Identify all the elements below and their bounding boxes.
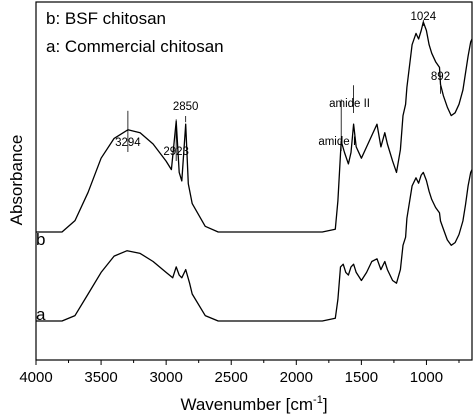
series-line-b bbox=[36, 21, 473, 233]
legend: b: BSF chitosan a: Commercial chitosan bbox=[46, 9, 224, 56]
x-axis-title-main: Wavenumber bbox=[180, 395, 281, 414]
x-tick-label-4000: 4000 bbox=[19, 369, 52, 386]
y-axis-title: Absorbance bbox=[7, 135, 26, 226]
annotation-label-892: 892 bbox=[431, 71, 450, 83]
annotation-label-amide-II: amide II bbox=[329, 98, 370, 110]
x-axis-tick-labels: 4000 3500 3000 2500 2000 1500 1000 bbox=[19, 369, 443, 386]
annotation-label-1024: 1024 bbox=[411, 11, 437, 23]
x-tick-label-1000: 1000 bbox=[410, 369, 443, 386]
x-axis-unit-close: ] bbox=[323, 395, 328, 414]
x-axis-unit-exponent: -1 bbox=[313, 394, 323, 406]
x-tick-label-3500: 3500 bbox=[84, 369, 117, 386]
annotation-label-amide-I: amide I bbox=[318, 136, 356, 148]
plot-frame bbox=[35, 1, 473, 361]
annotation-label-2923: 2923 bbox=[163, 146, 189, 158]
trace-label-a: a bbox=[36, 305, 46, 324]
annotation-label-3294: 3294 bbox=[115, 137, 141, 149]
x-axis-ticks bbox=[35, 360, 460, 365]
x-axis-unit: [cm bbox=[286, 395, 313, 414]
trace-label-b: b bbox=[36, 230, 45, 249]
x-tick-label-1500: 1500 bbox=[345, 369, 378, 386]
peak-annotations: 3294 2923 2850 amide I amide II 1024 892 bbox=[115, 11, 450, 161]
x-axis-title: Wavenumber [cm-1] bbox=[180, 394, 327, 414]
x-tick-label-2500: 2500 bbox=[215, 369, 248, 386]
x-tick-label-2000: 2000 bbox=[280, 369, 313, 386]
legend-entry-b: b: BSF chitosan bbox=[46, 9, 166, 28]
spectrum-traces bbox=[36, 21, 473, 322]
legend-entry-a: a: Commercial chitosan bbox=[46, 37, 224, 56]
series-line-a bbox=[36, 169, 473, 322]
x-tick-label-3000: 3000 bbox=[149, 369, 182, 386]
annotation-label-2850: 2850 bbox=[173, 101, 199, 113]
